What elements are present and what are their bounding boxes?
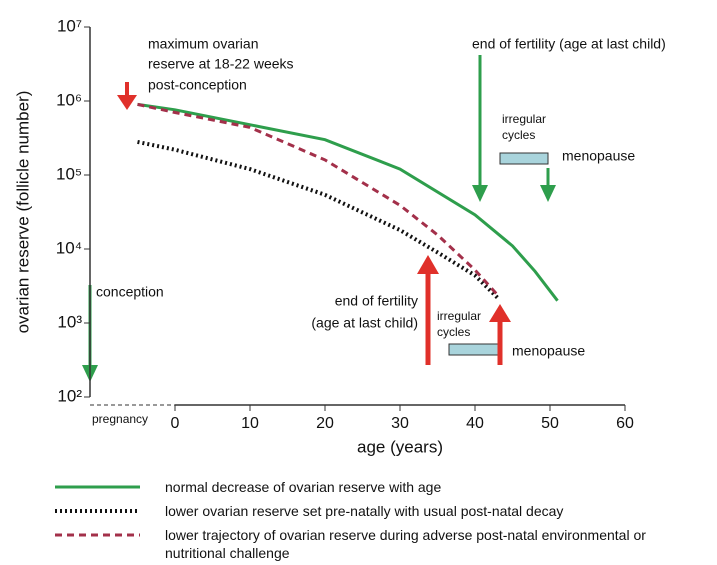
legend-label: lower trajectory of ovarian reserve duri… xyxy=(165,527,646,561)
x-axis-label: age (years) xyxy=(357,437,443,456)
y-tick-label: 10⁷ xyxy=(57,16,82,35)
y-axis-label: ovarian reserve (follicle number) xyxy=(13,91,32,334)
annotation: (age at last child) xyxy=(311,315,418,331)
annotation: cycles xyxy=(502,128,535,142)
annotation: cycles xyxy=(437,325,470,339)
y-tick-label: 10² xyxy=(57,386,82,405)
series-line xyxy=(137,139,499,300)
annotation: conception xyxy=(96,284,164,300)
y-tick-label: 10⁴ xyxy=(56,238,82,257)
annotation: menopause xyxy=(512,343,585,359)
annotation: end of fertility xyxy=(335,293,418,309)
x-tick-label: 30 xyxy=(391,415,409,432)
annotation: irregular xyxy=(502,112,546,126)
annotation: pregnancy xyxy=(92,412,148,426)
x-tick-label: 10 xyxy=(241,415,259,432)
annotation: end of fertility (age at last child) xyxy=(472,36,666,52)
series-line xyxy=(137,102,499,296)
irregular-cycles-bar xyxy=(448,343,501,356)
annotation: menopause xyxy=(562,148,635,164)
arrows xyxy=(82,55,556,382)
series-line xyxy=(137,102,559,302)
annotation: maximum ovarian xyxy=(148,36,258,52)
x-tick-label: 0 xyxy=(171,415,180,432)
irregular-cycles-bar xyxy=(499,152,549,165)
y-tick-label: 10⁶ xyxy=(56,90,82,109)
y-tick-label: 10⁵ xyxy=(56,164,82,183)
annotation: post-conception xyxy=(148,77,247,93)
legend-label: normal decrease of ovarian reserve with … xyxy=(165,479,442,495)
legend-label: lower ovarian reserve set pre-natally wi… xyxy=(165,503,564,519)
annotation: reserve at 18-22 weeks xyxy=(148,56,294,72)
x-tick-label: 20 xyxy=(316,415,334,432)
y-tick-label: 10³ xyxy=(57,312,82,331)
x-tick-label: 40 xyxy=(466,415,484,432)
x-tick-label: 50 xyxy=(541,415,559,432)
x-tick-label: 60 xyxy=(616,415,634,432)
annotation: irregular xyxy=(437,309,481,323)
